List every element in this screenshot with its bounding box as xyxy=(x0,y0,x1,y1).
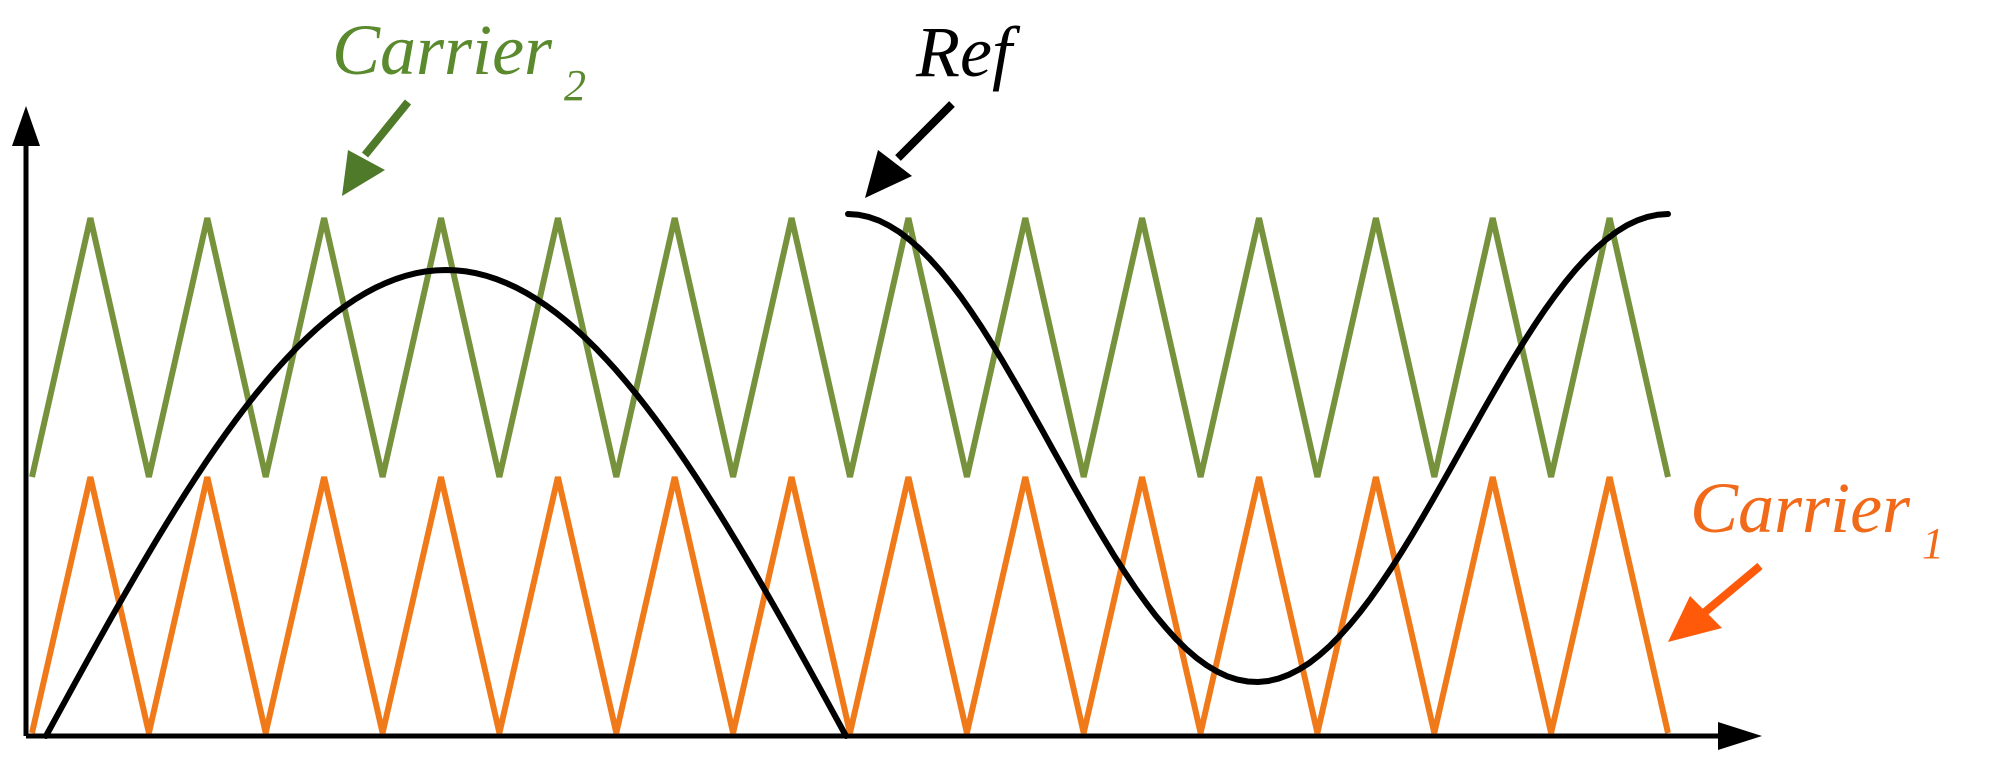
carrier1-arrow-shaft xyxy=(1702,562,1763,616)
carrier2-waveform xyxy=(29,217,1671,478)
ref-waveform xyxy=(43,211,1671,739)
carrier1-label: Carrier 1 xyxy=(1690,468,1944,568)
y-axis-arrowhead xyxy=(12,106,40,146)
ref-label: Ref xyxy=(915,12,1021,92)
carrier2-label-subscript: 2 xyxy=(564,61,586,110)
x-axis-arrowhead xyxy=(1718,722,1762,750)
ref-arrowhead xyxy=(865,150,912,198)
ref-label-group: Ref xyxy=(865,12,1021,198)
carrier1-label-subscript: 1 xyxy=(1922,519,1944,568)
carrier2-arrow-shaft xyxy=(361,99,412,158)
carrier1-label-text: Carrier xyxy=(1690,468,1911,548)
carrier1-arrowhead xyxy=(1668,596,1722,642)
carrier2-label: Carrier 2 xyxy=(332,10,586,110)
carrier2-arrowhead xyxy=(342,150,385,196)
ref-arrow-shaft xyxy=(895,101,955,161)
carrier1-label-group: Carrier 1 xyxy=(1668,468,1944,642)
axes xyxy=(12,106,1762,750)
carrier2-label-text: Carrier xyxy=(332,10,553,90)
carrier2-label-group: Carrier 2 xyxy=(332,10,586,196)
